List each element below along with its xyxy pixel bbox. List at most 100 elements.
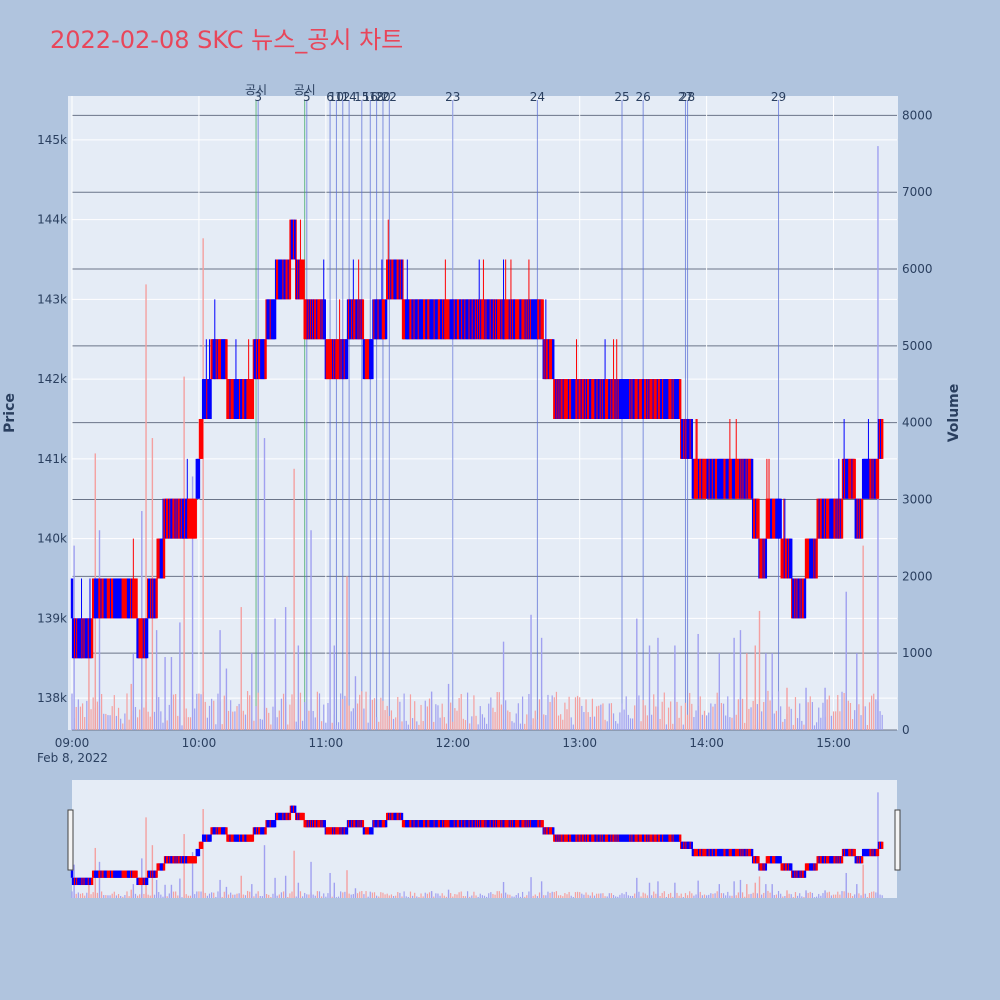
volume-spike: [145, 284, 147, 730]
slider-candle: [197, 848, 201, 857]
slider-volume-bar: [373, 892, 376, 898]
volume-spike: [502, 641, 505, 730]
slider-volume-bar: [464, 896, 467, 898]
slider-volume-bar: [598, 893, 600, 898]
slider-volume-bar: [526, 895, 528, 898]
volume-bar: [411, 718, 414, 730]
volume-bar: [477, 724, 479, 730]
slider-volume-bar: [748, 894, 750, 898]
slider-volume-spike: [805, 890, 807, 898]
volume-bar: [801, 720, 803, 730]
slider-volume-bar: [128, 896, 130, 898]
slider-volume-bar: [136, 895, 139, 898]
volume-spike: [746, 653, 748, 730]
slider-volume-bar: [807, 892, 809, 898]
slider-candle: [779, 856, 782, 864]
slider-volume-bar: [672, 896, 674, 898]
volume-bar: [299, 692, 302, 730]
slider-volume-bar: [189, 895, 192, 898]
volume-bar: [397, 696, 399, 730]
slider-volume-bar: [600, 893, 602, 898]
slider-volume-bar: [399, 892, 401, 898]
volume-bar: [695, 710, 697, 730]
slider-volume-bar: [507, 894, 509, 898]
slider-volume-bar: [676, 892, 678, 898]
volume-bar: [376, 717, 378, 730]
range-slider-left-handle[interactable]: [67, 809, 74, 871]
volume-bar: [581, 705, 583, 730]
volume-bar: [653, 694, 655, 730]
volume-bar: [418, 724, 420, 730]
slider-volume-bar: [473, 891, 475, 898]
slider-volume-bar: [109, 895, 111, 898]
slider-volume-bar: [532, 895, 534, 898]
slider-volume-spike: [293, 850, 295, 898]
slider-volume-bar: [790, 894, 792, 898]
candle: [293, 219, 297, 260]
slider-candle: [764, 863, 768, 871]
annotation-label: 6: [326, 90, 334, 104]
volume-bar: [84, 717, 86, 730]
slider-volume-bar: [96, 892, 98, 898]
slider-volume-bar: [456, 894, 458, 898]
slider-volume-bar: [524, 896, 526, 898]
y2-tick-label: 5000: [902, 339, 933, 353]
slider-volume-bar: [642, 892, 644, 898]
volume-bar: [206, 717, 208, 730]
slider-volume-bar: [604, 896, 606, 898]
y2-tick-label: 3000: [902, 493, 933, 507]
volume-bar: [388, 716, 390, 730]
x-tick-label: 14:00: [689, 736, 724, 750]
slider-volume-bar: [854, 894, 856, 898]
slider-volume-bar: [335, 897, 338, 898]
volume-bar: [439, 717, 441, 730]
volume-bar: [748, 708, 750, 730]
slider-volume-bar: [414, 892, 416, 898]
range-slider-right-handle[interactable]: [894, 809, 901, 871]
slider-volume-bar: [881, 895, 883, 898]
volume-bar: [598, 705, 600, 730]
slider-volume-bar: [490, 892, 492, 898]
volume-bar: [792, 724, 794, 730]
volume-bar: [606, 721, 608, 730]
range-slider[interactable]: [72, 780, 897, 898]
slider-volume-bar: [158, 892, 160, 898]
slider-volume-spike: [225, 886, 228, 898]
volume-bar: [238, 703, 240, 730]
candle: [880, 418, 884, 459]
volume-bar: [659, 718, 661, 730]
slider-volume-bar: [204, 892, 206, 898]
volume-spike: [430, 691, 433, 730]
volume-bar: [879, 711, 881, 730]
volume-bar: [866, 724, 868, 730]
volume-bar: [475, 715, 477, 730]
volume-bar: [524, 723, 526, 730]
volume-bar: [172, 694, 175, 730]
slider-volume-spike: [636, 877, 638, 898]
slider-volume-bar: [744, 896, 746, 898]
volume-bar: [369, 694, 371, 730]
volume-bar: [729, 717, 731, 730]
slider-volume-bar: [521, 891, 524, 898]
y2-tick-label: 0: [902, 723, 910, 737]
volume-bar: [433, 721, 435, 730]
slider-volume-bar: [822, 893, 824, 898]
slider-volume-bar: [741, 892, 744, 898]
volume-bar: [634, 705, 636, 730]
slider-candle: [384, 820, 388, 828]
volume-bar: [640, 721, 642, 730]
candle: [323, 299, 326, 340]
volume-bar: [331, 722, 333, 730]
volume-bar: [851, 719, 854, 730]
slider-candle: [288, 812, 292, 821]
slider-volume-bar: [259, 895, 261, 898]
candle: [302, 259, 305, 300]
slider-candle: [273, 820, 277, 828]
slider-volume-spike: [758, 876, 761, 898]
volume-bar: [881, 714, 883, 730]
volume-bar: [731, 717, 733, 730]
slider-volume-bar: [471, 895, 473, 898]
slider-volume-bar: [420, 893, 422, 898]
volume-bar: [422, 720, 424, 730]
volume-bar: [589, 716, 591, 730]
